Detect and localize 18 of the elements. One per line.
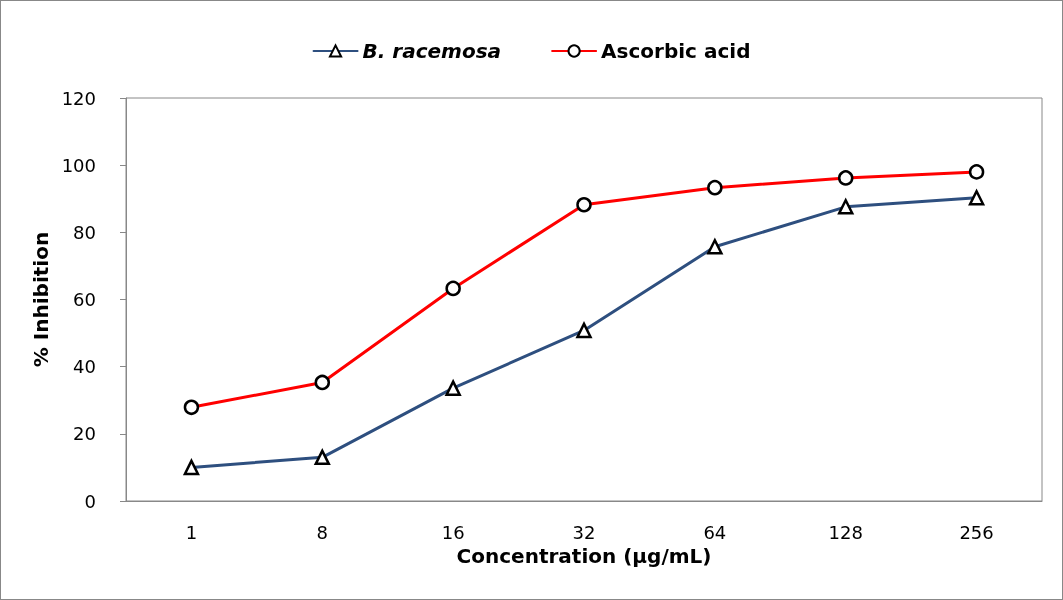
x-tick-label: 32 [572, 521, 596, 543]
y-tick-label: 0 [84, 490, 96, 512]
x-tick-label: 8 [316, 521, 329, 543]
y-tick-label: 120 [61, 87, 96, 109]
y-tick-label: 20 [73, 423, 96, 445]
x-tick-label: 64 [703, 521, 727, 543]
x-tick-label: 16 [441, 521, 465, 543]
y-tick-label: 40 [73, 356, 96, 378]
legend-label: B. racemosa [362, 39, 502, 63]
y-tick-label: 60 [73, 289, 96, 310]
x-axis-title: Concentration (µg/mL) [456, 543, 712, 568]
y-tick-label: 100 [61, 154, 96, 176]
x-tick-label: 256 [959, 521, 994, 543]
legend-label: Ascorbic acid [601, 39, 751, 63]
y-axis-title: % Inhibition [28, 231, 53, 368]
x-tick-label: 1 [185, 521, 198, 543]
x-tick-label: 128 [828, 521, 863, 543]
y-tick-label: 80 [73, 221, 96, 243]
